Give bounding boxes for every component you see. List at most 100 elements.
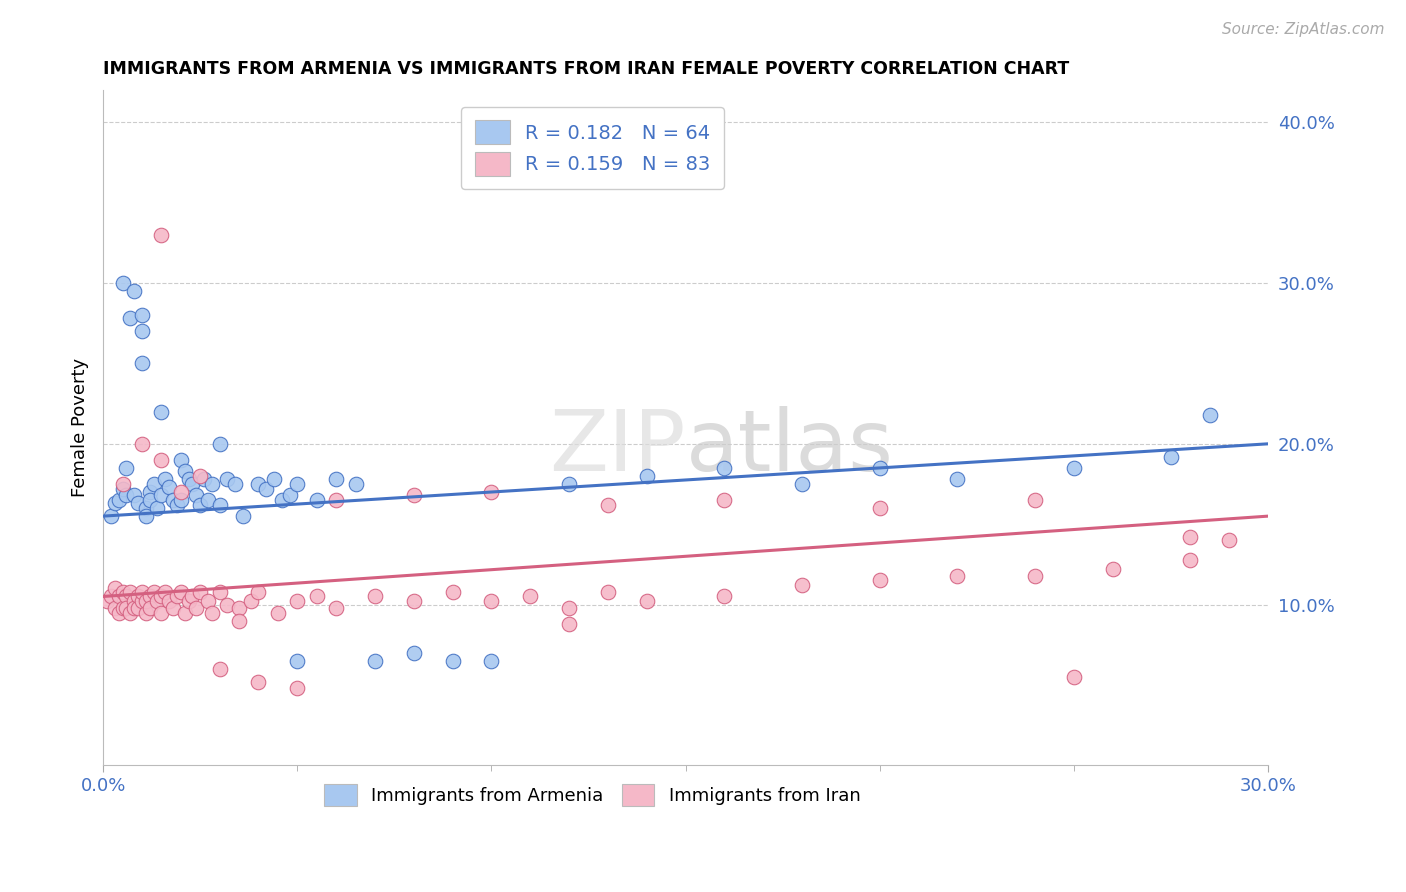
Point [173, 464, 195, 478]
Legend: Immigrants from Armenia, Immigrants from Iran: Immigrants from Armenia, Immigrants from… [318, 777, 868, 814]
Point [869, 461, 891, 475]
Point [208, 437, 231, 451]
Point [197, 594, 219, 608]
Point [177, 594, 200, 608]
Point [285, 681, 308, 695]
Point [111, 276, 134, 290]
Point [247, 477, 270, 491]
Point [188, 498, 211, 512]
Point [228, 600, 250, 615]
Point [228, 614, 250, 628]
Point [120, 311, 142, 326]
Point [636, 469, 658, 483]
Point [792, 578, 814, 592]
Point [115, 461, 138, 475]
Point [135, 606, 157, 620]
Point [96, 594, 118, 608]
Point [208, 584, 231, 599]
Point [166, 590, 188, 604]
Point [481, 654, 503, 668]
Point [193, 472, 215, 486]
Point [155, 584, 177, 599]
Point [267, 606, 290, 620]
Point [111, 600, 134, 615]
Point [115, 488, 138, 502]
Point [111, 584, 134, 599]
Point [100, 590, 122, 604]
Point [115, 600, 138, 615]
Point [713, 493, 735, 508]
Point [127, 590, 149, 604]
Point [157, 480, 180, 494]
Point [115, 590, 138, 604]
Point [157, 594, 180, 608]
Point [441, 584, 464, 599]
Point [131, 584, 153, 599]
Point [247, 674, 270, 689]
Point [162, 600, 184, 615]
Point [402, 488, 425, 502]
Point [122, 594, 145, 608]
Point [104, 600, 127, 615]
Text: ZIP: ZIP [550, 407, 686, 490]
Point [441, 654, 464, 668]
Point [111, 477, 134, 491]
Point [131, 594, 153, 608]
Point [131, 308, 153, 322]
Point [142, 584, 165, 599]
Point [558, 616, 581, 631]
Point [186, 600, 208, 615]
Point [946, 472, 969, 486]
Point [122, 488, 145, 502]
Point [138, 493, 160, 508]
Point [162, 493, 184, 508]
Point [402, 646, 425, 660]
Point [135, 501, 157, 516]
Point [364, 654, 387, 668]
Point [713, 461, 735, 475]
Point [122, 600, 145, 615]
Point [150, 453, 173, 467]
Point [1024, 568, 1046, 582]
Text: IMMIGRANTS FROM ARMENIA VS IMMIGRANTS FROM IRAN FEMALE POVERTY CORRELATION CHART: IMMIGRANTS FROM ARMENIA VS IMMIGRANTS FR… [103, 60, 1070, 78]
Point [232, 509, 254, 524]
Point [111, 482, 134, 496]
Point [120, 584, 142, 599]
Point [946, 568, 969, 582]
Point [208, 498, 231, 512]
Point [122, 284, 145, 298]
Point [188, 469, 211, 483]
Point [201, 477, 224, 491]
Point [177, 472, 200, 486]
Point [181, 477, 204, 491]
Point [402, 594, 425, 608]
Point [135, 594, 157, 608]
Point [239, 594, 262, 608]
Point [170, 493, 193, 508]
Point [188, 584, 211, 599]
Point [131, 324, 153, 338]
Point [481, 594, 503, 608]
Point [285, 477, 308, 491]
Point [131, 356, 153, 370]
Point [1180, 530, 1202, 544]
Point [713, 590, 735, 604]
Point [146, 501, 169, 516]
Point [150, 606, 173, 620]
Point [170, 584, 193, 599]
Point [325, 600, 347, 615]
Point [481, 485, 503, 500]
Point [150, 488, 173, 502]
Point [1199, 408, 1222, 422]
Point [150, 227, 173, 242]
Point [519, 590, 541, 604]
Point [596, 584, 619, 599]
Text: atlas: atlas [686, 407, 894, 490]
Point [150, 590, 173, 604]
Point [1063, 670, 1085, 684]
Point [181, 590, 204, 604]
Point [138, 590, 160, 604]
Point [217, 472, 239, 486]
Point [138, 485, 160, 500]
Point [107, 590, 129, 604]
